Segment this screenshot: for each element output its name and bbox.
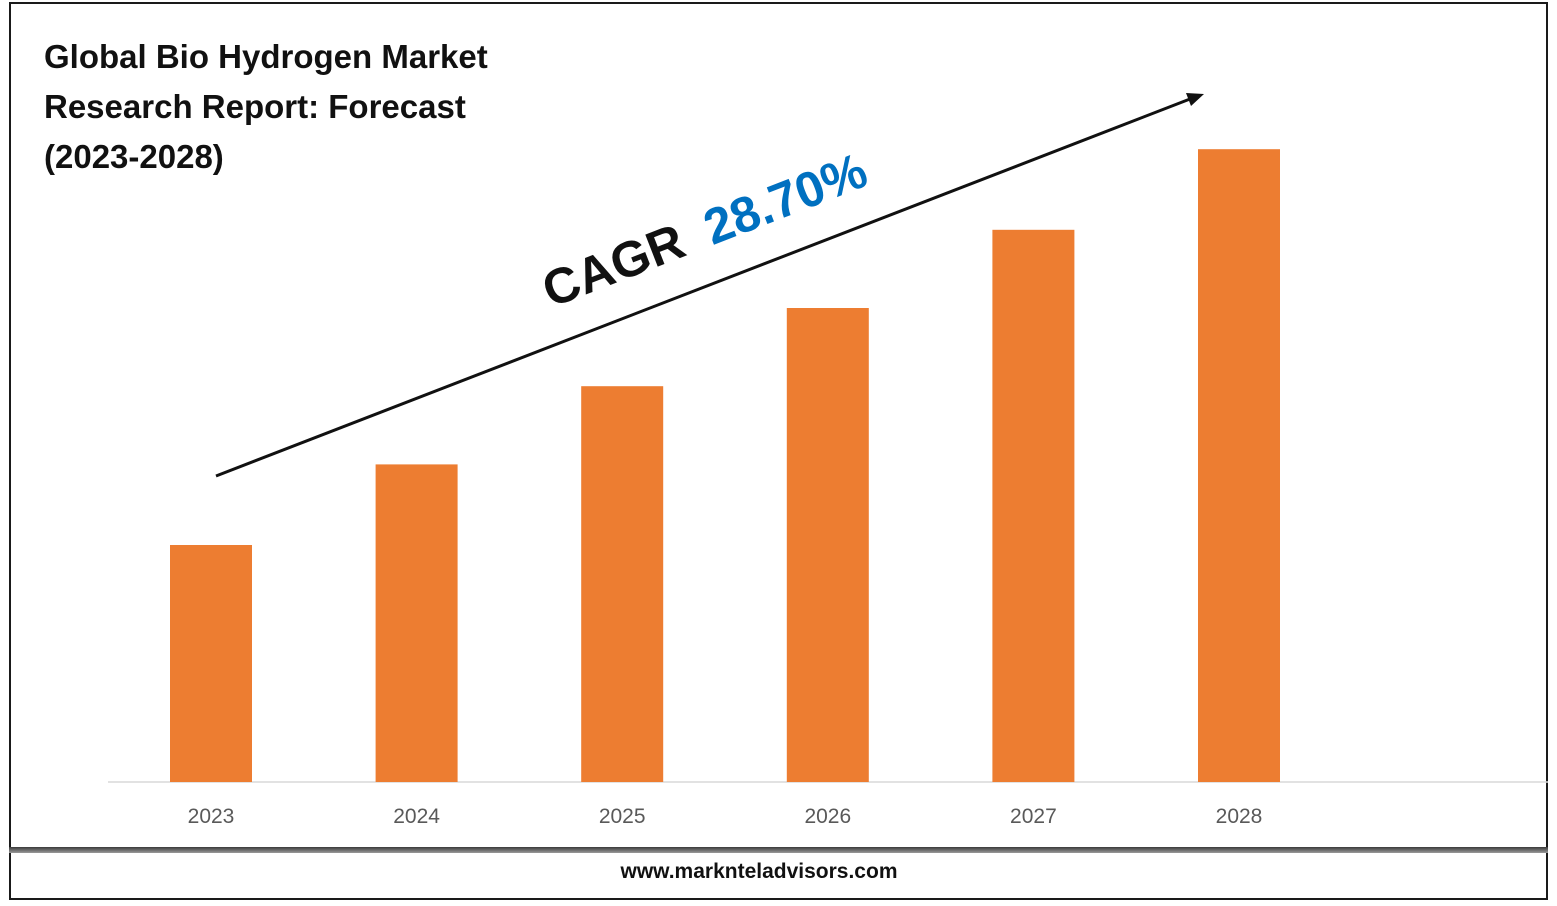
footer-url: www.marknteladvisors.com xyxy=(620,860,898,883)
bar-2025 xyxy=(581,386,664,782)
x-tick-label-2027: 2027 xyxy=(1010,805,1057,828)
bar-2028 xyxy=(1198,149,1280,782)
bar-2023 xyxy=(170,545,252,782)
bars-group xyxy=(170,149,1280,783)
title-line-1: Global Bio Hydrogen Market xyxy=(44,38,488,75)
cagr-prefix: CAGR xyxy=(535,213,693,318)
chart-title: Global Bio Hydrogen Market Research Repo… xyxy=(44,32,604,182)
title-line-3: (2023-2028) xyxy=(44,138,224,175)
x-tick-label-2024: 2024 xyxy=(393,805,440,828)
x-tick-label-2028: 2028 xyxy=(1216,805,1263,828)
x-tick-labels: 2023 2024 2025 2026 2027 2028 xyxy=(188,805,1263,828)
cagr-value: 28.70% xyxy=(696,142,874,256)
cagr-label: CAGR 28.70% xyxy=(535,142,875,318)
trend-arrow xyxy=(215,93,1204,478)
x-tick-label-2026: 2026 xyxy=(804,805,851,828)
bar-2024 xyxy=(375,464,458,782)
footer-divider xyxy=(9,847,1548,853)
title-line-2: Research Report: Forecast xyxy=(44,88,466,125)
chart-frame xyxy=(9,2,1548,900)
trend-arrow-line xyxy=(215,97,1191,478)
x-tick-label-2025: 2025 xyxy=(599,805,646,828)
bar-2026 xyxy=(786,308,869,782)
bar-2027 xyxy=(992,229,1075,783)
trend-arrow-head xyxy=(1186,93,1204,106)
x-tick-label-2023: 2023 xyxy=(188,805,235,828)
